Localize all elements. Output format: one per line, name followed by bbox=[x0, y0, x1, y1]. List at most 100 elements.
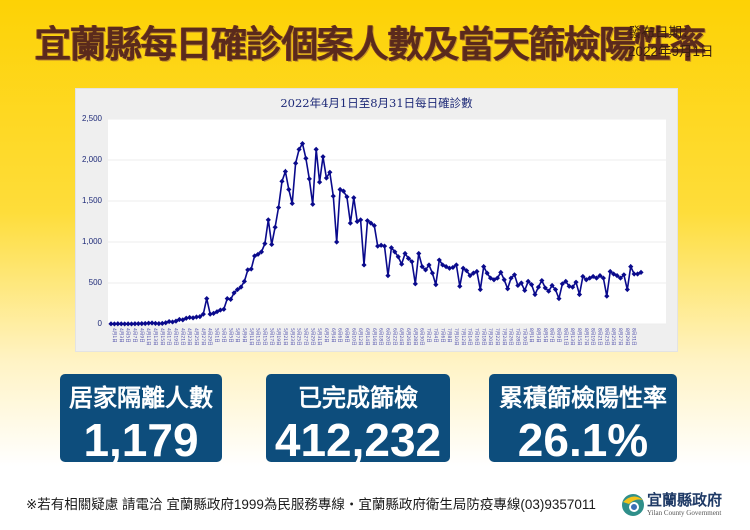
x-tick-label: 5月21日 bbox=[282, 328, 288, 346]
stat-label: 累積篩檢陽性率 bbox=[499, 385, 667, 412]
x-tick-label: 6月24日 bbox=[398, 328, 404, 346]
data-point-marker bbox=[310, 201, 316, 207]
data-point-marker bbox=[279, 178, 285, 184]
publish-date: 發布日期： 2022年9月1日 bbox=[628, 23, 714, 61]
page-title: 宜蘭縣每日確診個案人數及當天篩檢陽性率 bbox=[35, 23, 706, 66]
x-tick-label: 6月28日 bbox=[412, 328, 418, 346]
data-point-marker bbox=[176, 316, 182, 323]
x-tick-label: 5月17日 bbox=[268, 328, 274, 346]
y-tick: 500 bbox=[88, 278, 102, 287]
x-tick-label: 4月3日 bbox=[118, 328, 124, 343]
stat-home-quarantine: 居家隔離人數 1,179 bbox=[60, 374, 222, 466]
data-point-marker bbox=[330, 193, 336, 199]
data-point-marker bbox=[135, 321, 141, 327]
x-tick-label: 4月11日 bbox=[145, 328, 151, 346]
x-tick-label: 8月5日 bbox=[542, 328, 548, 343]
data-point-marker bbox=[546, 288, 552, 294]
x-tick-label: 7月8日 bbox=[446, 328, 452, 343]
data-point-marker bbox=[549, 282, 555, 289]
x-tick-label: 7月30日 bbox=[521, 328, 527, 346]
data-point-marker bbox=[535, 284, 542, 290]
data-point-marker bbox=[621, 272, 627, 278]
data-point-marker bbox=[334, 239, 340, 245]
data-point-marker bbox=[245, 267, 251, 273]
x-tick-label: 6月18日 bbox=[378, 328, 384, 346]
data-point-marker bbox=[429, 270, 436, 276]
x-tick-label: 8月31日 bbox=[631, 328, 637, 346]
x-tick-label: 5月29日 bbox=[309, 328, 315, 346]
data-point-marker bbox=[624, 286, 630, 293]
data-point-marker bbox=[604, 293, 610, 299]
data-point-marker bbox=[467, 273, 473, 279]
data-point-marker bbox=[402, 250, 408, 257]
y-tick: 2,000 bbox=[81, 155, 102, 164]
chart-title: 2022年4月1日至8月31日每日確診數 bbox=[280, 96, 473, 110]
data-point-marker bbox=[282, 168, 288, 175]
data-point-marker bbox=[409, 259, 415, 265]
x-tick-label: 7月2日 bbox=[426, 328, 432, 343]
x-tick-label: 4月17日 bbox=[166, 328, 172, 346]
data-point-marker bbox=[607, 268, 613, 275]
data-point-marker bbox=[491, 277, 497, 283]
data-point-marker bbox=[289, 200, 295, 207]
x-tick-label: 8月19日 bbox=[590, 328, 596, 346]
x-tick-label: 6月16日 bbox=[371, 328, 377, 346]
data-point-marker bbox=[477, 286, 483, 293]
data-point-marker bbox=[313, 146, 319, 152]
x-tick-label: 4月13日 bbox=[152, 328, 158, 346]
x-tick-label: 6月26日 bbox=[405, 328, 411, 346]
x-tick-label: 4月9日 bbox=[138, 328, 144, 343]
x-tick-label: 7月6日 bbox=[439, 328, 445, 343]
data-point-marker bbox=[316, 179, 323, 185]
footer-hotline: ※若有相關疑慮 請電洽 宜蘭縣政府1999為民服務專線・宜蘭縣政府衛生局防疫專線… bbox=[26, 497, 596, 512]
x-tick-label: 4月5日 bbox=[125, 328, 131, 343]
stat-value: 26.1% bbox=[517, 414, 649, 466]
daily-cases-line bbox=[110, 141, 642, 325]
x-tick-label: 5月9日 bbox=[241, 328, 247, 343]
x-tick-label: 8月9日 bbox=[556, 328, 562, 343]
data-point-marker bbox=[505, 286, 511, 292]
x-tick-label: 8月17日 bbox=[583, 328, 589, 346]
publish-date-value: 2022年9月1日 bbox=[628, 44, 714, 59]
stat-positivity-rate: 累積篩檢陽性率 26.1% bbox=[489, 374, 677, 466]
x-tick-label: 4月7日 bbox=[132, 328, 138, 343]
data-point-marker bbox=[183, 315, 189, 321]
data-point-marker bbox=[347, 220, 353, 226]
x-tick-label: 5月31日 bbox=[316, 328, 322, 346]
data-point-marker bbox=[614, 273, 620, 279]
x-tick-label: 7月10日 bbox=[453, 328, 459, 346]
data-point-marker bbox=[628, 264, 634, 270]
x-tick-label: 8月7日 bbox=[549, 328, 555, 343]
data-point-marker bbox=[293, 160, 299, 166]
x-tick-label: 4月19日 bbox=[173, 328, 179, 346]
x-tick-label: 5月13日 bbox=[255, 328, 261, 346]
x-tick-label: 6月14日 bbox=[364, 328, 370, 346]
x-tick-label: 6月12日 bbox=[357, 328, 363, 346]
data-point-marker bbox=[457, 283, 463, 289]
data-point-marker bbox=[286, 186, 292, 193]
stat-value: 1,179 bbox=[83, 414, 199, 466]
data-point-marker bbox=[361, 262, 367, 268]
x-tick-label: 6月4日 bbox=[330, 328, 336, 343]
data-point-marker bbox=[515, 282, 521, 289]
x-tick-label: 8月25日 bbox=[610, 328, 616, 346]
data-point-marker bbox=[597, 273, 603, 279]
data-point-marker bbox=[108, 321, 114, 327]
x-tick-label: 8月21日 bbox=[597, 328, 603, 346]
data-point-marker bbox=[388, 245, 394, 251]
data-point-marker bbox=[296, 146, 302, 152]
data-point-marker bbox=[221, 306, 227, 312]
x-tick-label: 4月25日 bbox=[193, 328, 199, 346]
x-tick-label: 5月7日 bbox=[234, 328, 240, 343]
data-point-marker bbox=[351, 195, 357, 201]
data-point-marker bbox=[142, 320, 148, 327]
data-point-marker bbox=[583, 277, 589, 283]
data-point-marker bbox=[149, 320, 155, 326]
x-tick-label: 5月5日 bbox=[227, 328, 233, 343]
data-point-marker bbox=[275, 204, 282, 211]
x-tick-label: 8月15日 bbox=[576, 328, 582, 346]
data-point-marker bbox=[566, 283, 572, 289]
data-point-marker bbox=[501, 277, 507, 283]
data-point-marker bbox=[385, 273, 391, 279]
x-tick-label: 5月15日 bbox=[261, 328, 267, 346]
